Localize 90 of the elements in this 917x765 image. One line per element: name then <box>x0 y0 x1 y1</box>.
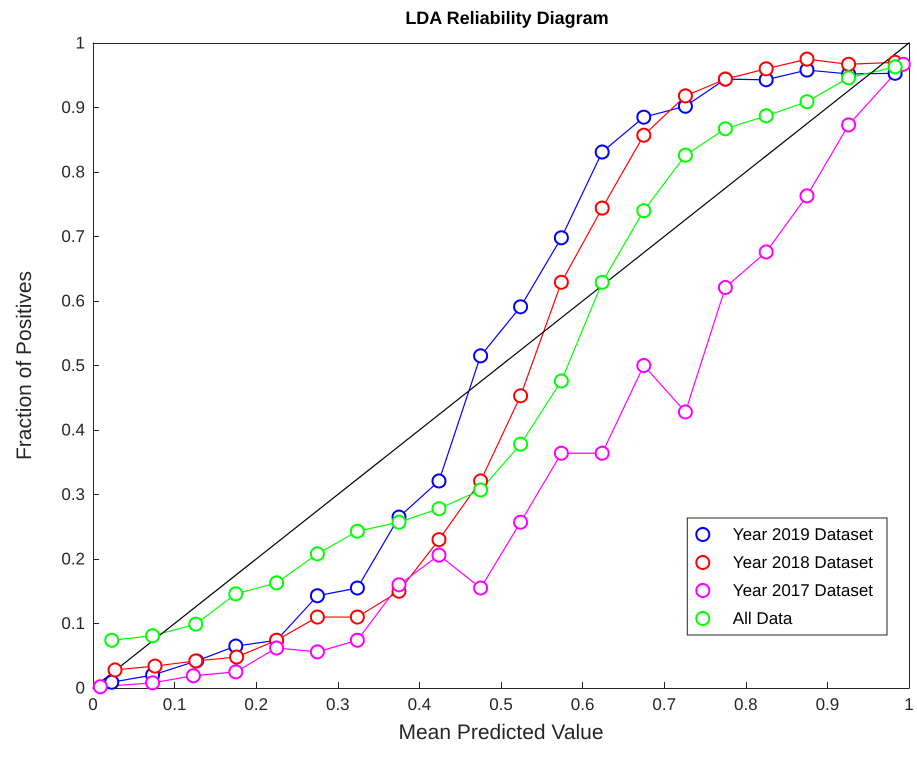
point <box>229 650 244 665</box>
point <box>800 52 814 67</box>
x-tick-label: 0 <box>88 695 98 714</box>
point <box>594 144 610 160</box>
point <box>513 388 528 404</box>
point <box>392 577 406 592</box>
point <box>678 404 693 420</box>
point <box>473 580 488 596</box>
point <box>678 148 693 163</box>
point <box>350 632 365 648</box>
y-tick-label: 0.8 <box>61 162 85 182</box>
point <box>350 610 365 625</box>
legend-label: Year 2018 Dataset <box>732 553 874 572</box>
point <box>758 108 774 124</box>
point <box>104 632 120 648</box>
x-tick-label: 0.6 <box>570 695 594 714</box>
y-tick-label: 0.4 <box>61 420 85 440</box>
y-tick-label: 0 <box>76 678 85 698</box>
point <box>350 524 365 539</box>
y-tick-label: 1 <box>76 34 85 52</box>
point <box>310 546 325 562</box>
point <box>145 628 160 644</box>
point <box>228 664 244 680</box>
point <box>310 610 325 625</box>
x-tick-label: 0.5 <box>489 695 513 714</box>
x-tick-label: 0.1 <box>162 695 186 714</box>
point <box>188 616 204 632</box>
point <box>310 588 325 604</box>
point <box>431 473 446 488</box>
y-tick-label: 0.3 <box>61 485 85 504</box>
x-tick-label: 0.8 <box>734 695 758 714</box>
point <box>554 446 569 461</box>
y-tick-label: 0.7 <box>61 227 85 246</box>
point <box>350 580 365 596</box>
x-tick-label: 0.4 <box>408 695 432 714</box>
point <box>554 230 569 246</box>
point <box>148 658 163 674</box>
point <box>431 548 446 563</box>
legend-label: All Data <box>732 609 793 628</box>
x-tick-label: 0.7 <box>652 695 676 714</box>
legend-label: Year 2017 Dataset <box>732 581 874 600</box>
point <box>473 348 488 364</box>
legend-label: Year 2019 Dataset <box>732 525 874 544</box>
y-axis-title: Fraction of Positives <box>13 270 36 460</box>
point <box>800 94 814 110</box>
point <box>841 70 856 86</box>
point <box>718 121 733 136</box>
point <box>636 358 652 373</box>
point <box>228 586 244 602</box>
y-tick-label: 0.5 <box>61 356 85 375</box>
point <box>269 575 284 590</box>
y-tick-label: 0.9 <box>61 98 85 117</box>
y-tick-label: 0.1 <box>61 614 85 633</box>
y-tick-label: 0.6 <box>61 292 85 310</box>
chart-title: LDA Reliability Diagram <box>405 8 609 28</box>
point <box>392 514 406 530</box>
point <box>473 482 488 498</box>
x-tick-label: 0.3 <box>326 695 350 714</box>
point <box>636 203 652 218</box>
point <box>513 299 528 314</box>
point <box>269 640 284 656</box>
point <box>758 61 774 76</box>
point <box>636 128 652 143</box>
point <box>841 117 856 132</box>
point <box>841 56 856 72</box>
point <box>554 373 569 388</box>
point <box>594 446 610 461</box>
x-tick-label: 1 <box>904 695 914 714</box>
point <box>145 675 160 690</box>
x-tick-label: 0.9 <box>816 695 840 714</box>
x-axis-title: Mean Predicted Value <box>398 721 604 744</box>
point <box>513 514 528 530</box>
point <box>513 436 528 452</box>
point <box>594 274 610 290</box>
point <box>888 59 903 74</box>
point <box>310 644 325 660</box>
point <box>718 280 733 295</box>
point <box>800 188 814 204</box>
point <box>186 668 201 684</box>
point <box>431 532 446 548</box>
point <box>594 200 610 216</box>
point <box>108 662 123 678</box>
point <box>92 679 108 694</box>
point <box>431 501 446 516</box>
point <box>636 110 652 125</box>
point <box>678 88 693 104</box>
x-tick-label: 0.2 <box>244 695 268 714</box>
point <box>758 244 774 260</box>
y-tick-label: 0.2 <box>61 550 85 568</box>
point <box>554 274 569 290</box>
